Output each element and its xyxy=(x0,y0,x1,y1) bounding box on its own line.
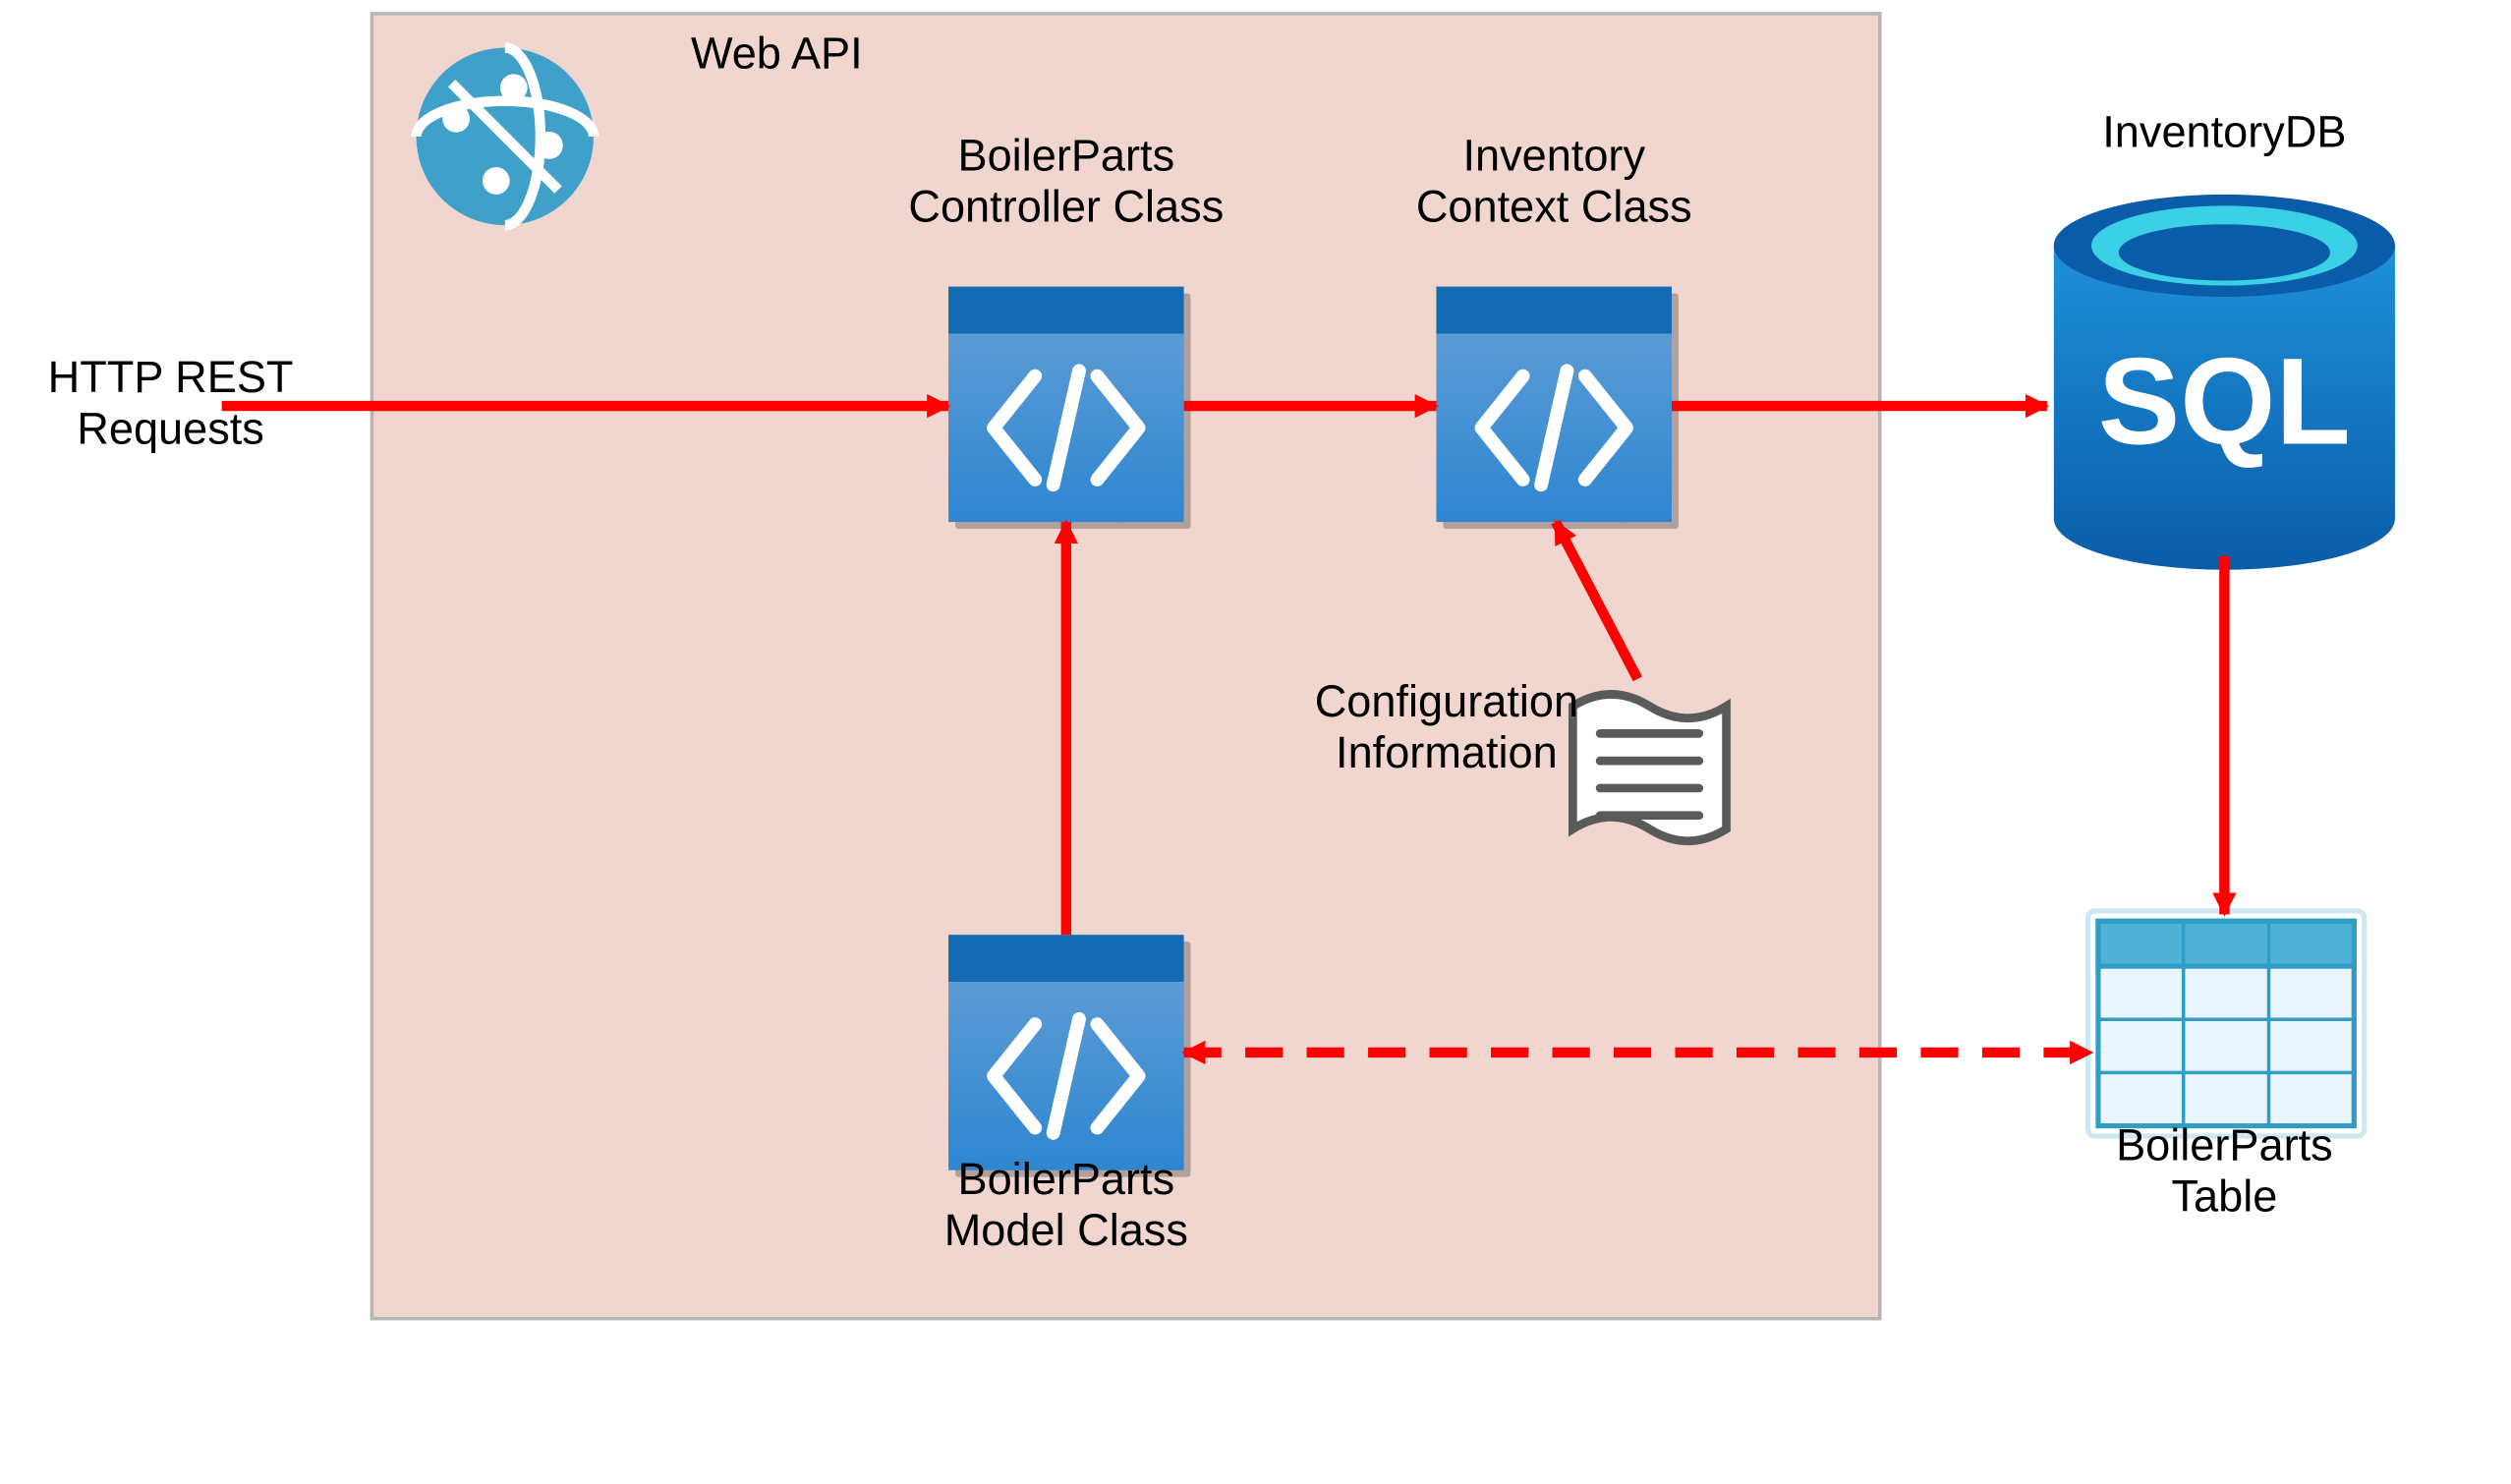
controller-class-node xyxy=(948,287,1190,529)
context-class-node xyxy=(1436,287,1678,529)
boilerparts-table-icon xyxy=(2088,911,2365,1136)
config-doc-icon xyxy=(1572,694,1726,840)
web-icon xyxy=(417,48,595,226)
webapi-label: Web API xyxy=(691,28,863,78)
inventorydb-icon: SQL xyxy=(2054,195,2395,570)
boilerparts-table-label: BoilerPartsTable xyxy=(2116,1119,2333,1221)
config-label: ConfigurationInformation xyxy=(1315,676,1578,777)
inventorydb-label: InventoryDB xyxy=(2102,106,2346,156)
db-sql-text: SQL xyxy=(2098,333,2351,470)
model-class-node xyxy=(948,935,1190,1176)
model-class-node-label: BoilerPartsModel Class xyxy=(944,1154,1188,1255)
